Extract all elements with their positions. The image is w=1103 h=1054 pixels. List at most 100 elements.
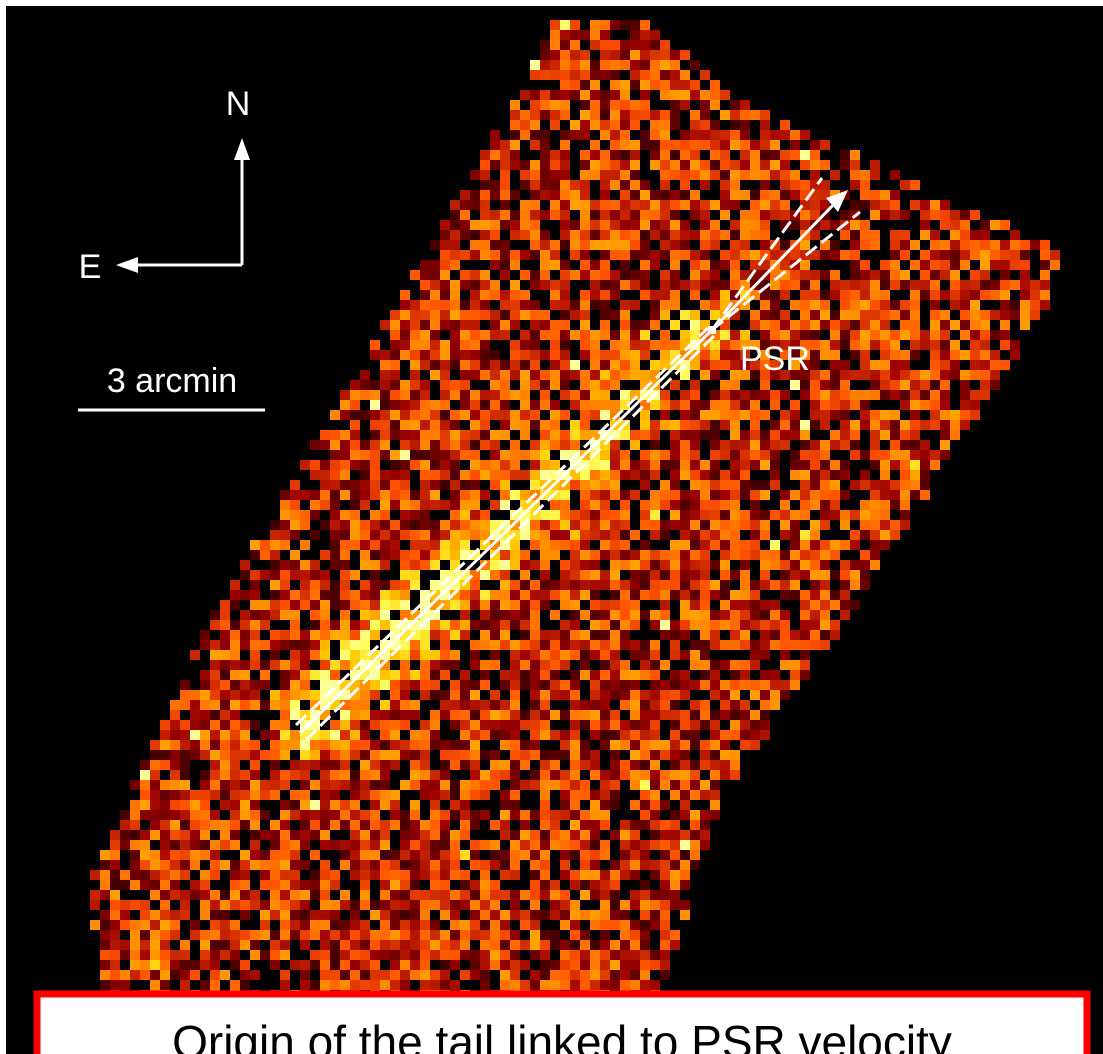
image-pixel [700,630,710,640]
image-pixel [360,440,370,450]
image-pixel [1050,250,1060,260]
image-pixel [590,80,600,90]
image-pixel [430,520,440,530]
image-pixel [660,450,670,460]
image-pixel [1020,270,1030,280]
image-pixel [690,720,700,730]
image-pixel [700,580,710,590]
image-pixel [640,980,650,990]
image-pixel [900,390,910,400]
image-pixel [810,470,820,480]
image-pixel [560,360,570,370]
image-pixel [680,230,690,240]
image-pixel [540,250,550,260]
image-pixel [750,720,760,730]
image-pixel [590,820,600,830]
image-pixel [930,330,940,340]
image-pixel [630,770,640,780]
image-pixel [560,390,570,400]
image-pixel [550,340,560,350]
image-pixel [540,140,550,150]
image-pixel [610,920,620,930]
image-pixel [530,910,540,920]
image-pixel [720,450,730,460]
image-pixel [170,880,180,890]
image-pixel [510,190,520,200]
image-pixel [220,790,230,800]
image-pixel [160,760,170,770]
image-pixel [800,180,810,190]
image-pixel [250,640,260,650]
image-pixel [620,690,630,700]
image-pixel [580,80,590,90]
image-pixel [170,750,180,760]
image-pixel [340,760,350,770]
image-pixel [490,370,500,380]
image-pixel [590,790,600,800]
image-pixel [490,440,500,450]
image-pixel [690,860,700,870]
image-pixel [290,560,300,570]
image-pixel [580,590,590,600]
image-pixel [800,420,810,430]
image-pixel [580,330,590,340]
image-pixel [530,740,540,750]
image-pixel [560,660,570,670]
image-pixel [620,100,630,110]
image-pixel [440,820,450,830]
image-pixel [470,410,480,420]
image-pixel [630,430,640,440]
image-pixel [360,690,370,700]
image-pixel [390,740,400,750]
image-pixel [140,810,150,820]
image-pixel [740,440,750,450]
image-pixel [780,570,790,580]
image-pixel [210,890,220,900]
image-pixel [910,490,920,500]
image-pixel [970,270,980,280]
image-pixel [630,960,640,970]
image-pixel [690,420,700,430]
image-pixel [730,710,740,720]
image-pixel [390,460,400,470]
image-pixel [470,360,480,370]
image-pixel [230,630,240,640]
image-pixel [880,200,890,210]
image-pixel [450,310,460,320]
image-pixel [380,320,390,330]
image-pixel [580,720,590,730]
image-pixel [540,680,550,690]
image-pixel [410,310,420,320]
image-pixel [210,770,220,780]
image-pixel [660,780,670,790]
image-pixel [690,840,700,850]
image-pixel [310,690,320,700]
image-pixel [560,580,570,590]
image-pixel [380,930,390,940]
image-pixel [430,530,440,540]
image-pixel [440,530,450,540]
image-pixel [530,620,540,630]
image-pixel [790,510,800,520]
image-pixel [240,790,250,800]
image-pixel [710,750,720,760]
image-pixel [540,710,550,720]
image-pixel [600,230,610,240]
image-pixel [630,30,640,40]
image-pixel [760,430,770,440]
image-pixel [1010,230,1020,240]
image-pixel [680,850,690,860]
image-pixel [910,400,920,410]
image-pixel [460,310,470,320]
image-pixel [590,600,600,610]
image-pixel [230,870,240,880]
image-pixel [600,150,610,160]
image-pixel [340,850,350,860]
image-pixel [490,910,500,920]
image-pixel [510,850,520,860]
image-pixel [440,410,450,420]
image-pixel [690,770,700,780]
image-pixel [880,450,890,460]
image-pixel [220,900,230,910]
image-pixel [450,710,460,720]
